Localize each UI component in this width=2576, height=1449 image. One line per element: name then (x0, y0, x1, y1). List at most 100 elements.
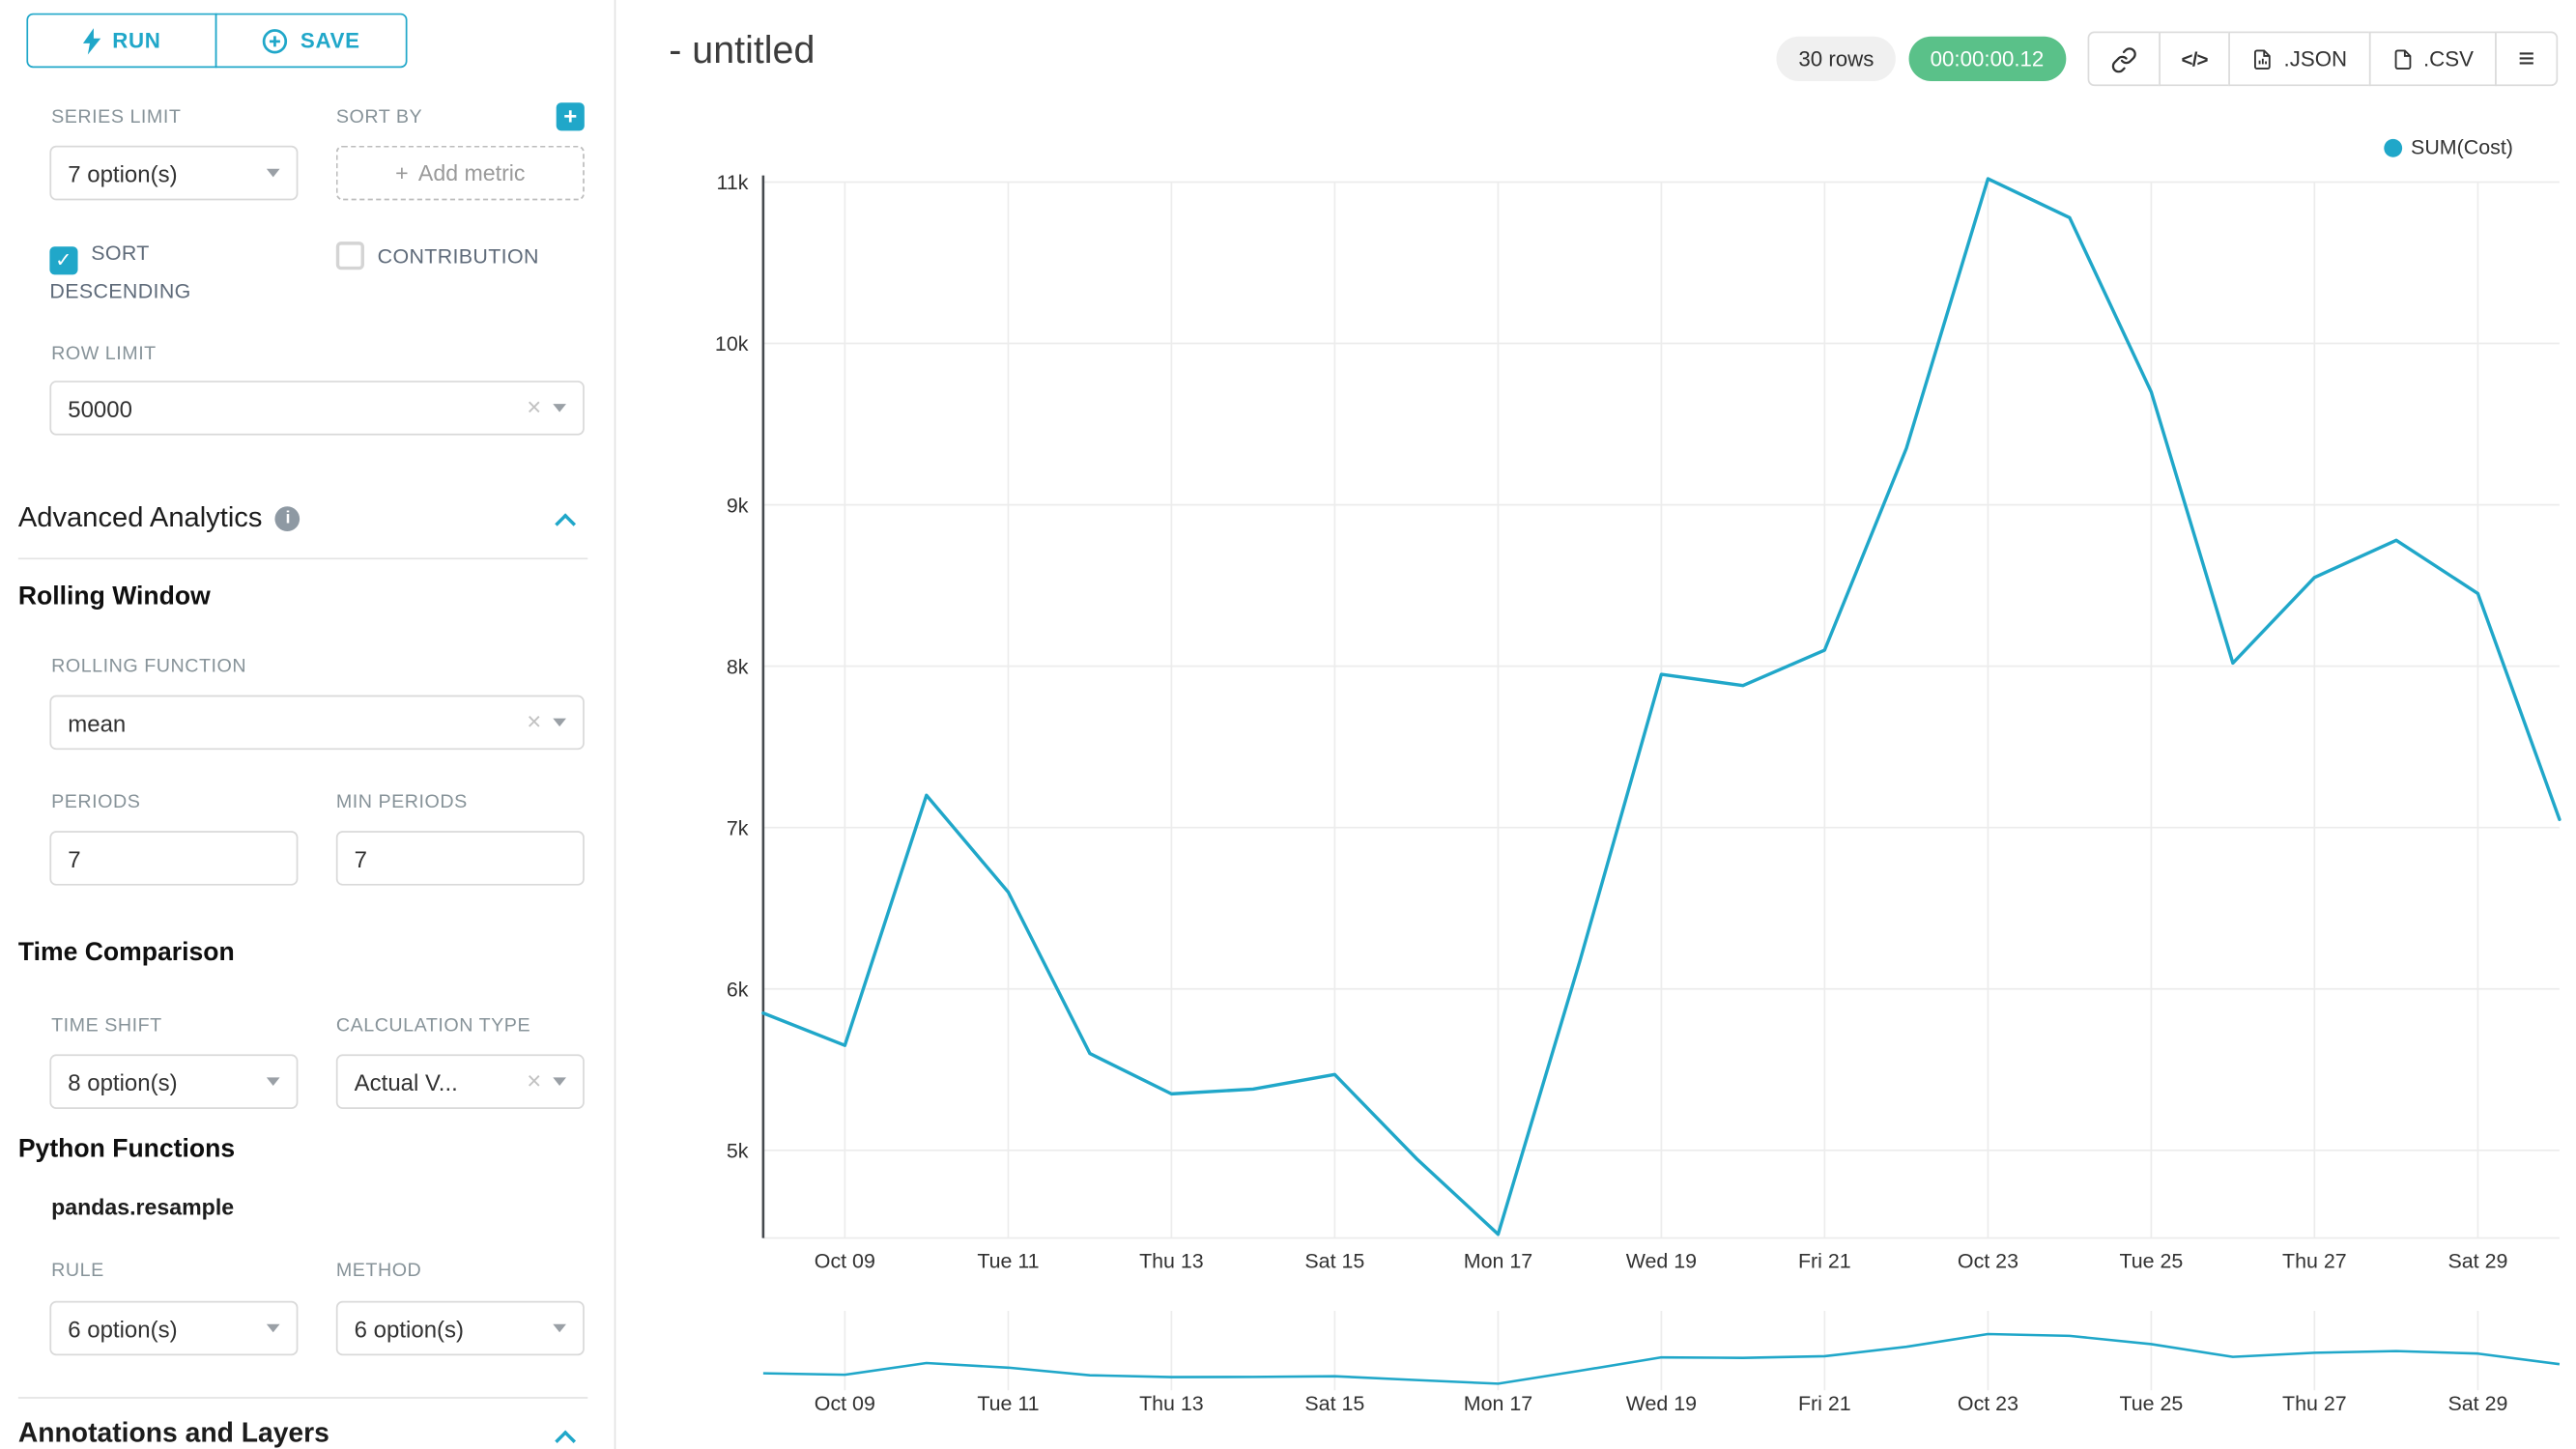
svg-text:8k: 8k (727, 655, 749, 678)
row-limit-select[interactable]: 50000 × (49, 381, 585, 436)
time-shift-label: TIME SHIFT (51, 1016, 162, 1037)
rolling-function-value: mean (68, 709, 127, 736)
clear-icon[interactable]: × (527, 1067, 542, 1096)
chevron-down-icon (553, 1323, 566, 1333)
svg-text:7k: 7k (727, 816, 749, 839)
query-timer-badge: 00:00:00.12 (1908, 36, 2066, 81)
sort-descending-checkbox[interactable]: ✓ SORT DESCENDING (49, 237, 248, 309)
export-json-label: .JSON (2283, 45, 2348, 71)
python-functions-title: Python Functions (17, 1135, 236, 1164)
svg-text:Fri 21: Fri 21 (1798, 1392, 1851, 1415)
svg-text:Tue 25: Tue 25 (2119, 1249, 2183, 1272)
svg-text:Tue 25: Tue 25 (2119, 1392, 2183, 1415)
time-comparison-title: Time Comparison (17, 938, 235, 967)
periods-input[interactable] (49, 831, 299, 886)
main-line-chart[interactable]: 5k 6k 7k 8k 9k 10k 11k Oct 09 Tue 11 Thu 13 Sat 15… (615, 116, 2576, 1294)
run-save-group: RUN SAVE (26, 13, 408, 69)
code-icon: </> (2181, 46, 2209, 71)
plus-icon: + (395, 160, 409, 185)
svg-text:Thu 13: Thu 13 (1139, 1249, 1204, 1272)
svg-text:Mon 17: Mon 17 (1464, 1392, 1532, 1415)
series-limit-label: SERIES LIMIT (51, 107, 182, 128)
chart-legend[interactable]: SUM(Cost) (2384, 135, 2513, 159)
run-label: RUN (112, 28, 161, 53)
svg-text:Oct 23: Oct 23 (1958, 1249, 2018, 1272)
chevron-down-icon (553, 718, 566, 727)
calculation-type-select[interactable]: Actual V... × (335, 1054, 585, 1109)
chevron-up-icon[interactable] (555, 513, 577, 535)
annotations-header[interactable]: Annotations and Layers (18, 1418, 329, 1449)
row-count-badge: 30 rows (1777, 36, 1896, 81)
chevron-up-icon[interactable] (555, 1430, 577, 1449)
rule-select[interactable]: 6 option(s) (49, 1300, 299, 1356)
menu-button[interactable]: ≡ (2495, 31, 2559, 87)
advanced-analytics-header[interactable]: Advanced Analytics i (18, 501, 301, 534)
link-icon (2111, 46, 2136, 72)
svg-text:5k: 5k (727, 1140, 749, 1163)
divider (17, 1397, 588, 1399)
svg-text:11k: 11k (717, 171, 749, 194)
export-csv-button[interactable]: .CSV (2368, 31, 2497, 87)
export-json-button[interactable]: .JSON (2228, 31, 2371, 87)
svg-text:9k: 9k (727, 494, 749, 517)
svg-text:Fri 21: Fri 21 (1798, 1249, 1851, 1272)
svg-text:Thu 27: Thu 27 (2282, 1249, 2347, 1272)
svg-text:Sat 15: Sat 15 (1304, 1249, 1364, 1272)
copy-link-button[interactable] (2086, 31, 2161, 87)
contribution-checkbox[interactable]: CONTRIBUTION (335, 240, 610, 274)
legend-label: SUM(Cost) (2411, 135, 2513, 159)
svg-text:Oct 23: Oct 23 (1958, 1392, 2018, 1415)
plus-circle-icon (263, 28, 288, 53)
divider (17, 557, 588, 560)
advanced-analytics-title: Advanced Analytics (17, 501, 263, 533)
time-shift-value: 8 option(s) (68, 1067, 178, 1095)
pandas-resample-label: pandas.resample (51, 1195, 235, 1220)
row-limit-value: 50000 (68, 394, 132, 422)
sort-by-label: SORT BY (335, 107, 423, 128)
time-shift-select[interactable]: 8 option(s) (49, 1054, 299, 1109)
series-limit-value: 7 option(s) (68, 159, 178, 186)
svg-text:Mon 17: Mon 17 (1464, 1249, 1532, 1272)
control-panel: RUN SAVE SERIES LIMIT SORT BY + 7 option… (0, 0, 616, 1449)
svg-text:10k: 10k (715, 332, 749, 355)
export-button-group: </> .JSON .CSV ≡ (2086, 31, 2559, 87)
svg-text:Sat 29: Sat 29 (2448, 1249, 2508, 1272)
info-icon: i (275, 505, 301, 531)
contribution-label: CONTRIBUTION (377, 244, 539, 269)
min-periods-input[interactable] (335, 831, 585, 886)
chart-panel: - untitled 30 rows 00:00:00.12 </> (615, 0, 2576, 1449)
svg-text:Thu 27: Thu 27 (2282, 1392, 2347, 1415)
min-periods-label: MIN PERIODS (335, 792, 468, 813)
row-limit-label: ROW LIMIT (51, 344, 157, 364)
run-button[interactable]: RUN (26, 13, 217, 69)
mini-context-chart[interactable]: Oct 09 Tue 11 Thu 13 Sat 15 Mon 17 Wed 19 Fri … (615, 1308, 2576, 1449)
clear-icon[interactable]: × (527, 393, 542, 422)
add-metric-button[interactable]: + Add metric (335, 145, 585, 201)
svg-text:Oct 09: Oct 09 (815, 1392, 875, 1415)
calculation-type-label: CALCULATION TYPE (335, 1016, 531, 1037)
calculation-type-value: Actual V... (354, 1067, 458, 1095)
clear-icon[interactable]: × (527, 708, 542, 737)
rolling-function-label: ROLLING FUNCTION (51, 657, 247, 677)
svg-text:Tue 11: Tue 11 (977, 1249, 1039, 1272)
view-query-button[interactable]: </> (2158, 31, 2231, 87)
rule-label: RULE (51, 1261, 104, 1282)
lightning-icon (82, 27, 100, 54)
chevron-down-icon (266, 1077, 280, 1086)
svg-text:Sat 15: Sat 15 (1304, 1392, 1364, 1415)
rolling-function-select[interactable]: mean × (49, 695, 585, 751)
chart-header-actions: 30 rows 00:00:00.12 </> .JSON (1777, 31, 2559, 87)
chevron-down-icon (553, 1077, 566, 1086)
file-icon (2394, 48, 2411, 70)
legend-dot-icon (2384, 138, 2403, 156)
sort-descending-label: SORT DESCENDING (49, 242, 191, 303)
method-select[interactable]: 6 option(s) (335, 1300, 585, 1356)
add-sort-metric-button[interactable]: + (556, 102, 585, 131)
series-limit-select[interactable]: 7 option(s) (49, 145, 299, 201)
chart-title[interactable]: - untitled (669, 28, 816, 71)
annotations-title: Annotations and Layers (17, 1418, 329, 1449)
checkbox-unchecked-icon (335, 242, 364, 270)
save-button[interactable]: SAVE (215, 13, 408, 69)
svg-text:Oct 09: Oct 09 (815, 1249, 875, 1272)
